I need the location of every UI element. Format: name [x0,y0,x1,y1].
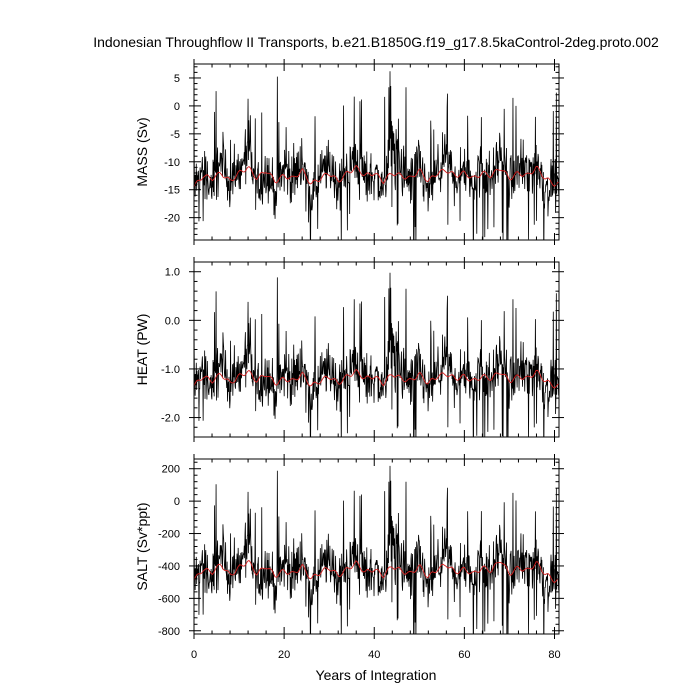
y-tick-label-salt: 200 [162,464,180,476]
y-tick-label-mass: -5 [170,129,180,141]
y-tick-label-salt: 0 [174,496,180,508]
y-tick-label-salt: -600 [158,593,180,605]
x-tick-label: 0 [191,649,197,661]
panel-heat: 1.0 0.0 -1.0 -2.0 HEAT (PW) [134,257,564,442]
raw-line-salt [194,465,559,634]
y-tick-label-mass: -15 [164,185,180,197]
y-tick-label-heat: 0.0 [165,315,180,327]
x-tick-label: 80 [548,649,560,661]
x-axis-title: Years of Integration [316,667,437,683]
y-tick-label-salt: -400 [158,561,180,573]
x-tick-label: 20 [278,649,290,661]
smooth-line-mass [194,164,559,188]
y-tick-label-mass: 0 [174,101,180,113]
panel-mass: 5 0 -5 -10 -15 -20 MASS (Sv) [134,59,564,245]
smooth-line-heat [194,368,559,389]
y-tick-label-salt: -800 [158,626,180,638]
panel-frame-mass [193,63,560,241]
y-tick-label-mass: -10 [164,157,180,169]
y-axis-title-salt: SALT (Sv*ppt) [134,502,150,590]
y-tick-label-salt: -200 [158,529,180,541]
y-tick-label-heat: 1.0 [165,267,180,279]
y-tick-label-mass: 5 [174,73,180,85]
panel-salt: 200 0 -200 -400 -600 -800 SALT (Sv*ppt) [134,454,564,639]
y-tick-label-mass: -20 [164,213,180,225]
chart-title: Indonesian Throughflow II Transports, b.… [93,34,659,50]
x-tick-label: 60 [458,649,470,661]
y-axis-title-mass: MASS (Sv) [134,117,150,186]
panels: 5 0 -5 -10 -15 -20 MASS (Sv) 1.0 0.0 -1.0 -2.0 HEAT… [134,59,564,661]
x-tick-label: 40 [368,649,380,661]
raw-line-heat [194,272,559,437]
raw-line-mass [194,71,559,240]
y-tick-label-heat: -2.0 [161,413,180,425]
y-axis-title-heat: HEAT (PW) [134,314,150,386]
y-tick-label-heat: -1.0 [161,364,180,376]
smooth-line-salt [194,559,559,584]
